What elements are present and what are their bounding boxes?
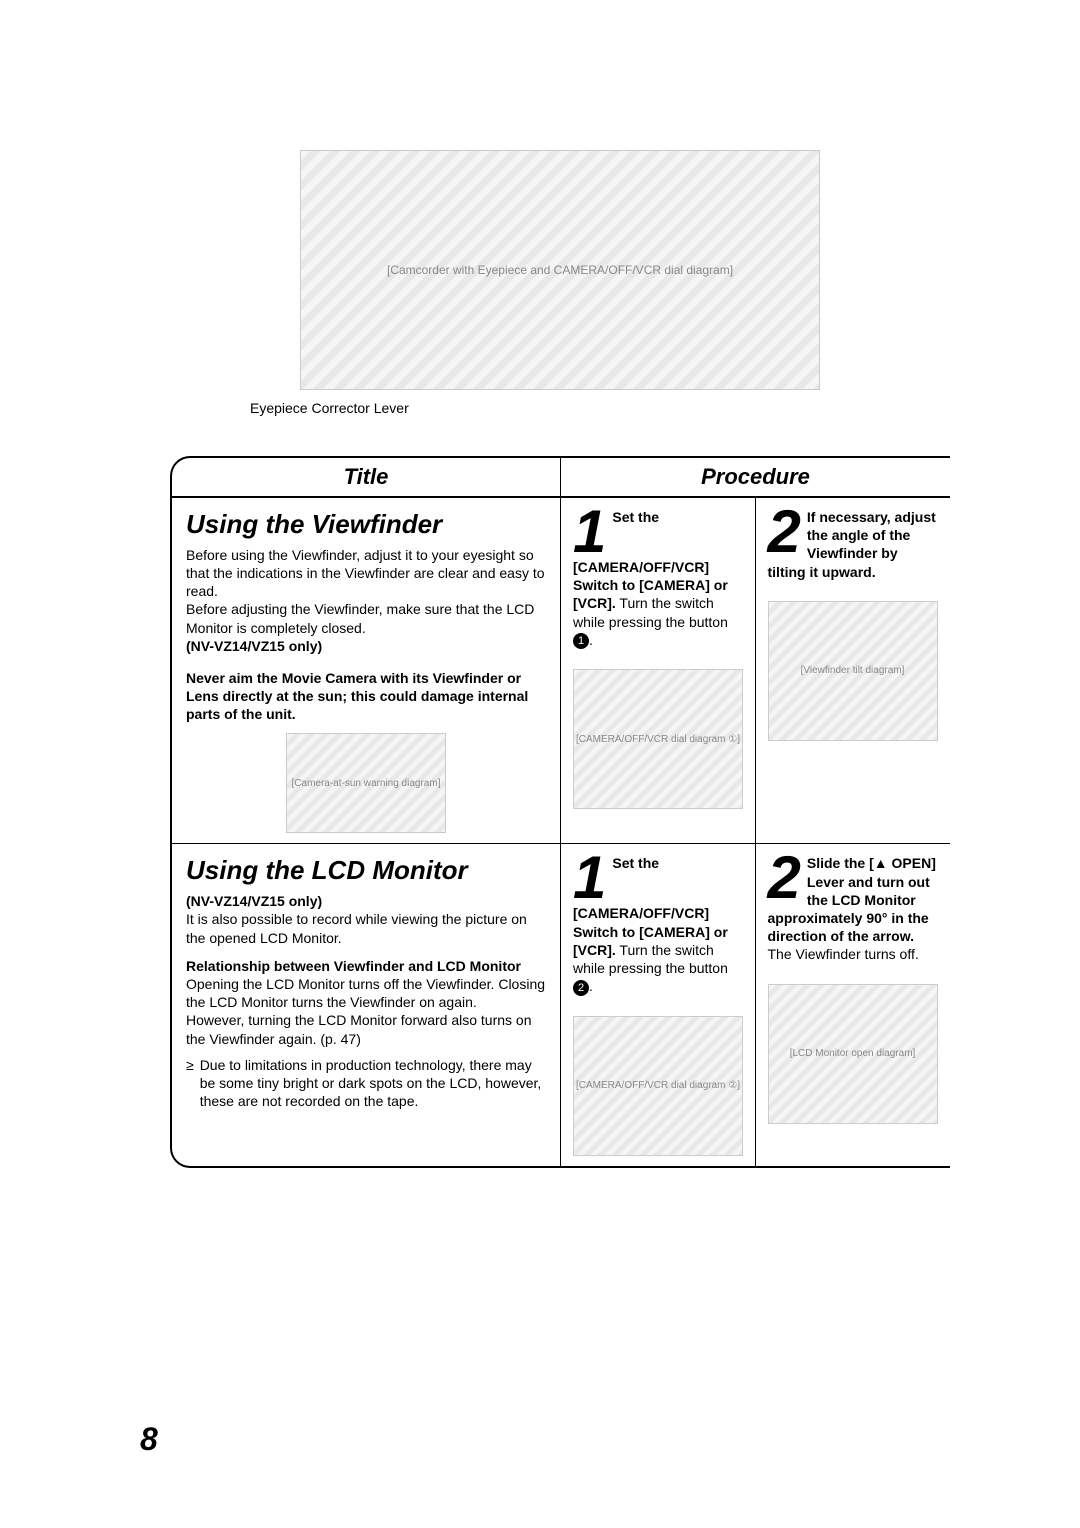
- tilt-diagram: [Viewfinder tilt diagram]: [768, 601, 938, 741]
- table-header-row: Title Procedure: [172, 458, 950, 498]
- header-title: Title: [172, 458, 561, 496]
- viewfinder-heading: Using the Viewfinder: [186, 508, 546, 542]
- lcd-rel2: However, turning the LCD Monitor forward…: [186, 1011, 546, 1047]
- row-lcd: Using the LCD Monitor (NV-VZ14/VZ15 only…: [172, 844, 950, 1165]
- dial-diagram-2: [CAMERA/OFF/VCR dial diagram ②]: [573, 1016, 743, 1156]
- lcd-step2-text: The Viewfinder turns off.: [768, 945, 939, 963]
- lcd-open-diagram: [LCD Monitor open diagram]: [768, 984, 938, 1124]
- dial-diagram-1: [CAMERA/OFF/VCR dial diagram ①]: [573, 669, 743, 809]
- circled-1-icon: 1: [573, 633, 589, 649]
- viewfinder-warning: Never aim the Movie Camera with its View…: [186, 669, 546, 724]
- lcd-step1: 1 Set the [CAMERA/OFF/VCR] Switch to [CA…: [561, 844, 756, 1165]
- row-viewfinder: Using the Viewfinder Before using the Vi…: [172, 498, 950, 844]
- top-diagram-area: [Camcorder with Eyepiece and CAMERA/OFF/…: [170, 150, 950, 416]
- viewfinder-procedure-cell: 1 Set the [CAMERA/OFF/VCR] Switch to [CA…: [561, 498, 950, 843]
- viewfinder-intro2: Before adjusting the Viewfinder, make su…: [186, 600, 546, 636]
- lcd-procedure-cell: 1 Set the [CAMERA/OFF/VCR] Switch to [CA…: [561, 844, 950, 1165]
- lcd-sub-heading: Relationship between Viewfinder and LCD …: [186, 957, 546, 975]
- step-number-2: 2: [768, 508, 801, 556]
- sun-warning-diagram: [Camera-at-sun warning diagram]: [286, 733, 446, 833]
- manual-page: [Camcorder with Eyepiece and CAMERA/OFF/…: [0, 0, 1080, 1228]
- header-procedure: Procedure: [561, 458, 950, 496]
- viewfinder-title-cell: Using the Viewfinder Before using the Vi…: [172, 498, 561, 843]
- lcd-bullet: ≥ Due to limitations in production techn…: [186, 1056, 546, 1111]
- lcd-step-number-2: 2: [768, 854, 801, 902]
- lcd-heading: Using the LCD Monitor: [186, 854, 546, 888]
- step1-period: .: [589, 632, 593, 648]
- eyepiece-corrector-label: Eyepiece Corrector Lever: [250, 400, 950, 416]
- lcd-step2: 2 Slide the [▲ OPEN] Lever and turn out …: [756, 844, 951, 1165]
- lcd-model-note: (NV-VZ14/VZ15 only): [186, 892, 546, 910]
- viewfinder-intro: Before using the Viewfinder, adjust it t…: [186, 546, 546, 601]
- viewfinder-step2: 2 If necessary, adjust the angle of the …: [756, 498, 951, 843]
- lcd-title-cell: Using the LCD Monitor (NV-VZ14/VZ15 only…: [172, 844, 561, 1165]
- page-number: 8: [140, 1421, 158, 1458]
- lcd-step-number-1: 1: [573, 854, 606, 902]
- lcd-intro: It is also possible to record while view…: [186, 910, 546, 946]
- lcd-step1-period: .: [589, 978, 593, 994]
- circled-2-icon: 2: [573, 980, 589, 996]
- lcd-rel1: Opening the LCD Monitor turns off the Vi…: [186, 975, 546, 1011]
- step-number-1: 1: [573, 508, 606, 556]
- bullet-dot-icon: ≥: [186, 1056, 194, 1111]
- viewfinder-step1: 1 Set the [CAMERA/OFF/VCR] Switch to [CA…: [561, 498, 756, 843]
- camcorder-diagram: [Camcorder with Eyepiece and CAMERA/OFF/…: [300, 150, 820, 390]
- lcd-bullet-text: Due to limitations in production technol…: [200, 1056, 546, 1111]
- instruction-table: Title Procedure Using the Viewfinder Bef…: [170, 456, 950, 1168]
- viewfinder-model-note: (NV-VZ14/VZ15 only): [186, 637, 546, 655]
